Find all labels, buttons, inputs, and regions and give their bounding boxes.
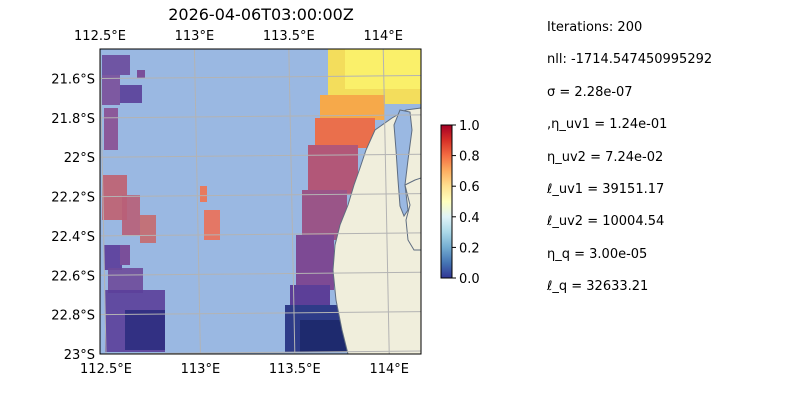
field-cell bbox=[104, 245, 122, 270]
lat-gridline bbox=[100, 193, 421, 198]
gridlines bbox=[100, 49, 421, 354]
lat-gridline bbox=[100, 271, 421, 276]
param-sigma: σ = 2.28e-07 bbox=[547, 84, 633, 100]
colorbar-ticks: 0.0 0.2 0.4 0.6 0.8 1.0 bbox=[452, 119, 480, 287]
lat-gridline bbox=[100, 153, 421, 158]
param-eta-uv2: η_uv2 = 7.24e-02 bbox=[547, 149, 664, 165]
colorbar-tick-label: 0.8 bbox=[459, 150, 480, 165]
field-cell bbox=[296, 235, 334, 290]
field-cell bbox=[308, 145, 358, 195]
field-cell bbox=[320, 95, 385, 120]
field-cell bbox=[204, 210, 220, 240]
lon-label-top: 114°E bbox=[363, 29, 403, 44]
lon-labels-top: 112.5°E 113°E 113.5°E 114°E bbox=[74, 29, 403, 44]
param-eta-uv1: ,η_uv1 = 1.24e-01 bbox=[547, 117, 668, 133]
field-cell bbox=[108, 268, 143, 293]
lat-labels: 21.6°S 21.8°S 22°S 22.2°S 22.4°S 22.6°S 22.8°S… bbox=[51, 73, 95, 363]
field-cell bbox=[120, 85, 142, 103]
lat-label: 22.8°S bbox=[51, 309, 95, 324]
colorbar-tick-label: 0.4 bbox=[459, 211, 480, 226]
lat-label: 22°S bbox=[64, 151, 95, 166]
lat-label: 22.6°S bbox=[51, 269, 95, 284]
map-frame bbox=[99, 48, 422, 355]
lat-label: 23°S bbox=[64, 348, 95, 363]
lon-label-bottom: 113.5°E bbox=[269, 362, 321, 377]
lon-gridline bbox=[288, 49, 296, 354]
lon-gridline bbox=[382, 49, 390, 354]
field-cell bbox=[140, 215, 156, 243]
lat-gridline bbox=[100, 232, 421, 237]
land-mass-east bbox=[404, 177, 421, 251]
param-ell-uv2: ℓ_uv2 = 10004.54 bbox=[547, 214, 665, 230]
lat-label: 22.2°S bbox=[51, 191, 95, 206]
map-title: 2026-04-06T03:00:00Z bbox=[168, 5, 354, 24]
lon-label-bottom: 112.5°E bbox=[80, 362, 132, 377]
param-nll: nll: -1714.547450995292 bbox=[547, 52, 713, 68]
lat-gridline bbox=[100, 114, 421, 119]
param-eta-q: η_q = 3.00e-05 bbox=[547, 246, 648, 262]
field-cell bbox=[104, 108, 118, 150]
colorbar-tick-label: 0.0 bbox=[459, 272, 480, 287]
lon-label-bottom: 113°E bbox=[181, 362, 221, 377]
param-ell-q: ℓ_q = 32633.21 bbox=[547, 279, 649, 295]
field-cell bbox=[137, 70, 145, 78]
colorbar-tick-label: 0.6 bbox=[459, 180, 480, 195]
lon-label-bottom: 114°E bbox=[369, 362, 409, 377]
colorbar-tick-label: 1.0 bbox=[459, 119, 480, 134]
field-cell bbox=[102, 75, 120, 105]
field-cell bbox=[125, 310, 165, 350]
param-iterations: Iterations: 200 bbox=[547, 20, 643, 35]
field-cell bbox=[102, 55, 130, 75]
colorbar-tick-label: 0.2 bbox=[459, 241, 480, 256]
colorbar-gradient bbox=[440, 124, 453, 279]
lat-label: 21.6°S bbox=[51, 73, 95, 88]
island bbox=[393, 109, 413, 218]
field-cell bbox=[300, 320, 348, 352]
lon-label-top: 113°E bbox=[175, 29, 215, 44]
lon-label-top: 113.5°E bbox=[263, 29, 315, 44]
field-cell bbox=[315, 118, 375, 148]
lon-labels-bottom: 112.5°E 113°E 113.5°E 114°E bbox=[80, 362, 409, 377]
lat-gridline bbox=[100, 75, 421, 80]
field-cell bbox=[122, 195, 140, 235]
param-ell-uv1: ℓ_uv1 = 39151.17 bbox=[547, 182, 665, 197]
lat-label: 22.4°S bbox=[51, 230, 95, 245]
lon-gridline bbox=[193, 49, 201, 354]
lon-label-top: 112.5°E bbox=[74, 29, 126, 44]
lon-gridline bbox=[100, 49, 107, 354]
field-cell bbox=[120, 245, 130, 265]
lat-gridline bbox=[100, 311, 421, 316]
field-cell bbox=[200, 186, 207, 202]
map-axes: 112.5°E 113°E 113.5°E 114°E 112.5°E 113°E 113… bbox=[51, 29, 422, 377]
lat-label: 21.8°S bbox=[51, 112, 95, 127]
colorbar: 0.0 0.2 0.4 0.6 0.8 1.0 bbox=[440, 119, 480, 287]
